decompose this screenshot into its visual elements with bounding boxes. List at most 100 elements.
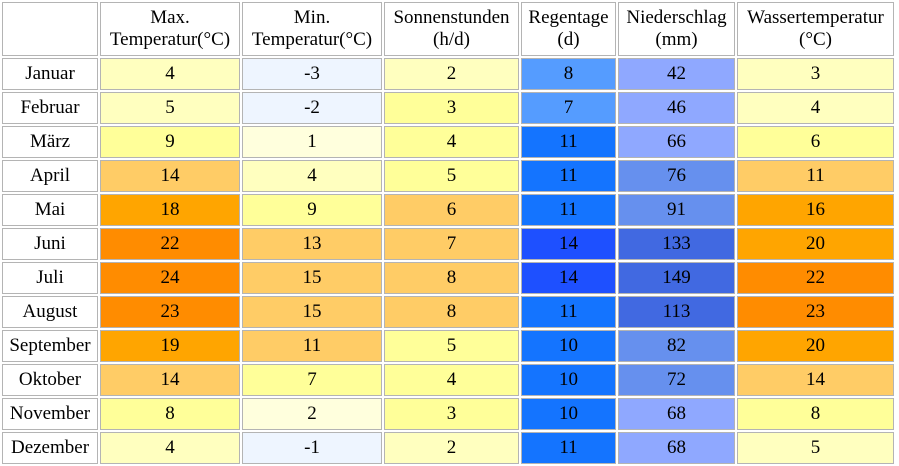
sunshine-hours-cell: 5 <box>384 160 519 192</box>
month-label: Dezember <box>2 432 98 464</box>
precipitation-cell: 68 <box>618 398 735 430</box>
table-row: November 8 2 3 10 68 8 <box>2 398 894 430</box>
water-temperature-cell: 8 <box>737 398 894 430</box>
precipitation-cell: 68 <box>618 432 735 464</box>
month-label: Februar <box>2 92 98 124</box>
water-temperature-cell: 5 <box>737 432 894 464</box>
header-line: Regentage <box>528 7 609 28</box>
header-line: Temperatur(°C) <box>251 29 373 50</box>
table-row: Mai 18 9 6 11 91 16 <box>2 194 894 226</box>
min-temperature-cell: -2 <box>242 92 382 124</box>
rain-days-cell: 10 <box>521 330 616 362</box>
precipitation-cell: 42 <box>618 58 735 90</box>
table-row: April 14 4 5 11 76 11 <box>2 160 894 192</box>
rain-days-cell: 11 <box>521 194 616 226</box>
month-label: September <box>2 330 98 362</box>
table-row: August 23 15 8 11 113 23 <box>2 296 894 328</box>
max-temperature-cell: 23 <box>100 296 240 328</box>
sunshine-hours-cell: 8 <box>384 296 519 328</box>
header-sunshine-hours: Sonnenstunden (h/d) <box>384 2 519 56</box>
header-corner-cell <box>2 2 98 56</box>
rain-days-cell: 7 <box>521 92 616 124</box>
precipitation-cell: 91 <box>618 194 735 226</box>
rain-days-cell: 11 <box>521 432 616 464</box>
sunshine-hours-cell: 2 <box>384 58 519 90</box>
rain-days-cell: 8 <box>521 58 616 90</box>
min-temperature-cell: 15 <box>242 262 382 294</box>
water-temperature-cell: 3 <box>737 58 894 90</box>
month-label: August <box>2 296 98 328</box>
min-temperature-cell: -1 <box>242 432 382 464</box>
header-line: Min. <box>293 7 331 28</box>
water-temperature-cell: 11 <box>737 160 894 192</box>
water-temperature-cell: 6 <box>737 126 894 158</box>
precipitation-cell: 149 <box>618 262 735 294</box>
sunshine-hours-cell: 4 <box>384 126 519 158</box>
precipitation-cell: 76 <box>618 160 735 192</box>
month-label: März <box>2 126 98 158</box>
precipitation-cell: 72 <box>618 364 735 396</box>
min-temperature-cell: 15 <box>242 296 382 328</box>
max-temperature-cell: 4 <box>100 432 240 464</box>
month-label: Juni <box>2 228 98 260</box>
min-temperature-cell: -3 <box>242 58 382 90</box>
table-row: Oktober 14 7 4 10 72 14 <box>2 364 894 396</box>
water-temperature-cell: 20 <box>737 330 894 362</box>
water-temperature-cell: 14 <box>737 364 894 396</box>
header-line: (h/d) <box>433 29 470 50</box>
header-line: (°C) <box>799 29 832 50</box>
precipitation-cell: 113 <box>618 296 735 328</box>
header-line: (mm) <box>655 29 698 50</box>
max-temperature-cell: 8 <box>100 398 240 430</box>
min-temperature-cell: 11 <box>242 330 382 362</box>
sunshine-hours-cell: 7 <box>384 228 519 260</box>
table-row: Januar 4 -3 2 8 42 3 <box>2 58 894 90</box>
table-body: Januar 4 -3 2 8 42 3 Februar 5 -2 3 7 46 4 März 9 1 4 11 66… <box>2 58 894 464</box>
rain-days-cell: 11 <box>521 126 616 158</box>
table-row: Dezember 4 -1 2 11 68 5 <box>2 432 894 464</box>
month-label: November <box>2 398 98 430</box>
precipitation-cell: 133 <box>618 228 735 260</box>
precipitation-cell: 66 <box>618 126 735 158</box>
table-row: März 9 1 4 11 66 6 <box>2 126 894 158</box>
sunshine-hours-cell: 3 <box>384 92 519 124</box>
sunshine-hours-cell: 4 <box>384 364 519 396</box>
header-line: Temperatur(°C) <box>109 29 231 50</box>
min-temperature-cell: 1 <box>242 126 382 158</box>
water-temperature-cell: 20 <box>737 228 894 260</box>
header-line: Sonnenstunden <box>393 7 510 28</box>
header-line: Wassertemperatur <box>747 7 884 28</box>
sunshine-hours-cell: 8 <box>384 262 519 294</box>
max-temperature-cell: 4 <box>100 58 240 90</box>
table-row: Juli 24 15 8 14 149 22 <box>2 262 894 294</box>
header-line: (d) <box>557 29 580 50</box>
min-temperature-cell: 7 <box>242 364 382 396</box>
month-label: Oktober <box>2 364 98 396</box>
precipitation-cell: 82 <box>618 330 735 362</box>
max-temperature-cell: 5 <box>100 92 240 124</box>
water-temperature-cell: 16 <box>737 194 894 226</box>
max-temperature-cell: 19 <box>100 330 240 362</box>
month-label: Mai <box>2 194 98 226</box>
sunshine-hours-cell: 2 <box>384 432 519 464</box>
max-temperature-cell: 18 <box>100 194 240 226</box>
precipitation-cell: 46 <box>618 92 735 124</box>
header-rain-days: Regentage (d) <box>521 2 616 56</box>
max-temperature-cell: 24 <box>100 262 240 294</box>
rain-days-cell: 11 <box>521 160 616 192</box>
header-water-temperature: Wassertemperatur (°C) <box>737 2 894 56</box>
header-row: Max. Temperatur(°C) Min. Temperatur(°C) So… <box>2 2 894 56</box>
header-min-temperature: Min. Temperatur(°C) <box>242 2 382 56</box>
max-temperature-cell: 14 <box>100 160 240 192</box>
sunshine-hours-cell: 5 <box>384 330 519 362</box>
max-temperature-cell: 22 <box>100 228 240 260</box>
month-label: Januar <box>2 58 98 90</box>
min-temperature-cell: 2 <box>242 398 382 430</box>
max-temperature-cell: 14 <box>100 364 240 396</box>
header-line: Niederschlag <box>626 7 727 28</box>
rain-days-cell: 10 <box>521 364 616 396</box>
sunshine-hours-cell: 6 <box>384 194 519 226</box>
rain-days-cell: 14 <box>521 262 616 294</box>
table-header: Max. Temperatur(°C) Min. Temperatur(°C) So… <box>2 2 894 56</box>
max-temperature-cell: 9 <box>100 126 240 158</box>
